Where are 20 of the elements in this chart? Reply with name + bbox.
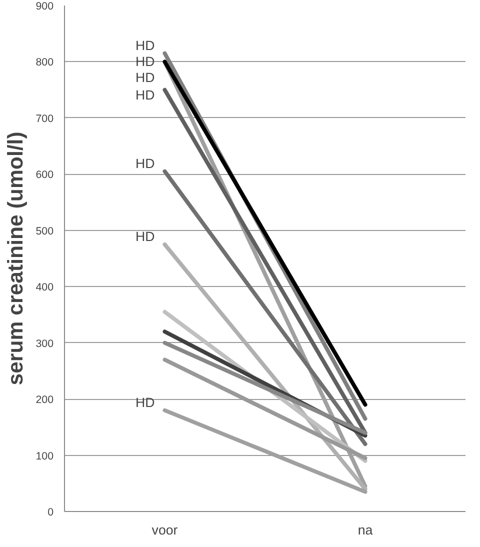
x-tick-label: voor — [152, 522, 178, 538]
x-tick-label: na — [358, 522, 374, 538]
annotation: HD — [136, 88, 155, 103]
y-axis-title: serum creatinine (umol/l) — [4, 132, 28, 386]
y-tick-label: 500 — [36, 225, 54, 238]
annotation: HD — [136, 54, 155, 70]
y-tick-label: 600 — [36, 169, 54, 182]
annotation: HD — [136, 70, 155, 86]
y-tick-label: 400 — [36, 282, 54, 294]
y-tick-label: 100 — [36, 450, 54, 462]
y-tick-label: 200 — [36, 394, 54, 406]
annotation: HD — [136, 228, 155, 244]
y-tick-label: 800 — [36, 56, 54, 69]
y-tick-label: 300 — [36, 338, 54, 350]
y-tick-label: 900 — [36, 0, 54, 12]
y-tick-label: 700 — [36, 112, 54, 125]
y-tick-label: 0 — [48, 506, 54, 518]
annotation: HD — [136, 38, 155, 53]
annotation: HD — [136, 394, 155, 410]
annotation: HD — [136, 156, 155, 171]
